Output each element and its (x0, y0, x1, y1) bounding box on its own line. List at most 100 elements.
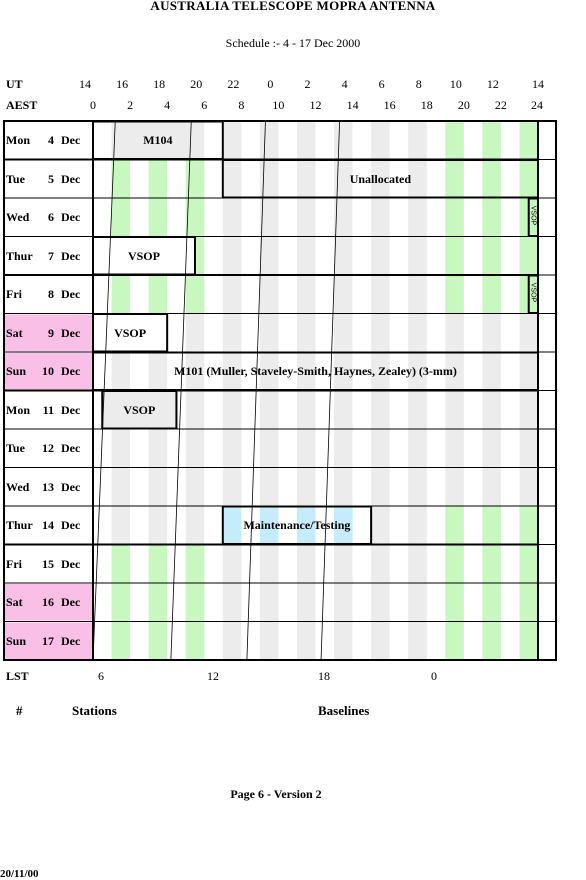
aest-tick: 8 (238, 98, 245, 112)
hour-stripe (296, 621, 316, 660)
month: Dec (61, 325, 81, 340)
month: Dec (61, 595, 81, 609)
hour-stripe (111, 159, 131, 198)
hour-stripe (408, 159, 427, 198)
weekend-day-cell (4, 353, 92, 390)
block-label: VSOP (127, 248, 160, 263)
day-of-week: Thur (6, 248, 33, 263)
hour-stripe (222, 275, 242, 314)
hour-stripe (371, 467, 390, 506)
page-title: AUSTRALIA TELESCOPE MOPRA ANTENNA (150, 0, 436, 13)
hour-stripe (296, 275, 316, 314)
day-number: 17 (42, 633, 54, 648)
block-fill (111, 122, 205, 159)
hour-stripe (334, 583, 353, 622)
hour-stripe (222, 313, 242, 352)
lst-tick: 18 (318, 669, 330, 683)
hour-stripe (185, 467, 205, 506)
aest-tick: 20 (457, 98, 470, 112)
hour-stripe (148, 352, 168, 391)
hour-stripe (482, 390, 501, 429)
hour-stripe (111, 583, 131, 622)
day-number: 12 (42, 441, 54, 455)
hour-stripe (445, 621, 464, 660)
ut-tick: 6 (378, 77, 385, 91)
hour-stripe (148, 275, 168, 314)
hour-stripe (259, 313, 279, 352)
block-label-vertical: VSOP (529, 206, 537, 226)
hour-stripe (482, 121, 501, 160)
hour-stripe (371, 429, 390, 468)
hour-stripe (371, 236, 390, 275)
block-label: VSOP (114, 325, 147, 340)
month: Dec (61, 133, 81, 147)
hour-stripe (185, 198, 205, 237)
day-number: 9 (48, 325, 54, 340)
hour-stripe (185, 583, 205, 622)
hour-stripe (185, 275, 205, 314)
hour-stripe (296, 544, 316, 583)
day-number: 7 (48, 248, 54, 263)
hour-stripe (334, 352, 353, 391)
hour-stripe (148, 583, 168, 622)
hour-stripe (371, 583, 390, 622)
hour-stripe (482, 198, 501, 237)
baselines-heading: Baselines (318, 703, 370, 718)
hour-stripe (296, 506, 316, 545)
ut-tick: 8 (415, 77, 422, 91)
aest-label: AEST (6, 98, 38, 112)
hour-stripe (296, 467, 316, 506)
print-date: 20/11/00 (0, 868, 39, 880)
hour-stripe (259, 621, 279, 660)
block-fill (94, 237, 194, 274)
hour-stripe (519, 506, 538, 545)
hour-stripe (222, 121, 242, 160)
hour-stripe (111, 429, 131, 468)
lst-tick: 6 (98, 669, 104, 683)
hour-stripe (408, 390, 427, 429)
hour-stripe (408, 429, 427, 468)
ut-tick: 14 (532, 77, 544, 91)
hour-stripe (482, 506, 501, 545)
hour-stripe (482, 236, 501, 275)
hour-stripe (185, 352, 205, 391)
day-of-week: Thur (6, 518, 33, 532)
hour-stripe (408, 621, 427, 660)
hour-stripe (222, 506, 242, 545)
day-number: 4 (48, 133, 54, 147)
hour-stripe (222, 621, 242, 660)
aest-tick: 18 (420, 98, 433, 112)
hour-stripe (445, 198, 464, 237)
hour-stripe (259, 506, 279, 545)
hour-stripe (445, 275, 464, 314)
hour-stripe (148, 544, 168, 583)
hour-stripe (296, 390, 316, 429)
page-version: Page 6 - Version 2 (230, 787, 322, 801)
aest-tick: 0 (90, 98, 96, 112)
hour-stripe (259, 544, 279, 583)
hour-stripe (296, 198, 316, 237)
schedule-subtitle: Schedule :- 4 - 17 Dec 2000 (225, 36, 361, 50)
hour-stripe (185, 621, 205, 660)
month: Dec (61, 633, 81, 648)
hour-stripe (185, 506, 205, 545)
hour-stripe (222, 236, 242, 275)
block-label: M101 (Muller, Staveley-Smith, Haynes, Ze… (174, 364, 457, 378)
day-number: 15 (42, 556, 54, 571)
day-number: 11 (42, 402, 54, 417)
hour-stripe (519, 467, 538, 506)
day-of-week: Tue (6, 171, 25, 186)
hour-stripe (334, 621, 353, 660)
hour-stripe (222, 352, 242, 391)
schedule-block-outline (92, 120, 224, 160)
hour-stripe (445, 236, 464, 275)
ut-tick: 16 (116, 77, 129, 91)
day-of-week: Sat (6, 325, 23, 340)
hour-stripe (222, 159, 242, 198)
hour-stripe (111, 352, 131, 391)
block-label-vertical: VSOP (529, 283, 537, 303)
ut-tick: 2 (304, 77, 311, 91)
hour-stripe (371, 506, 390, 545)
aest-tick: 6 (201, 98, 208, 112)
